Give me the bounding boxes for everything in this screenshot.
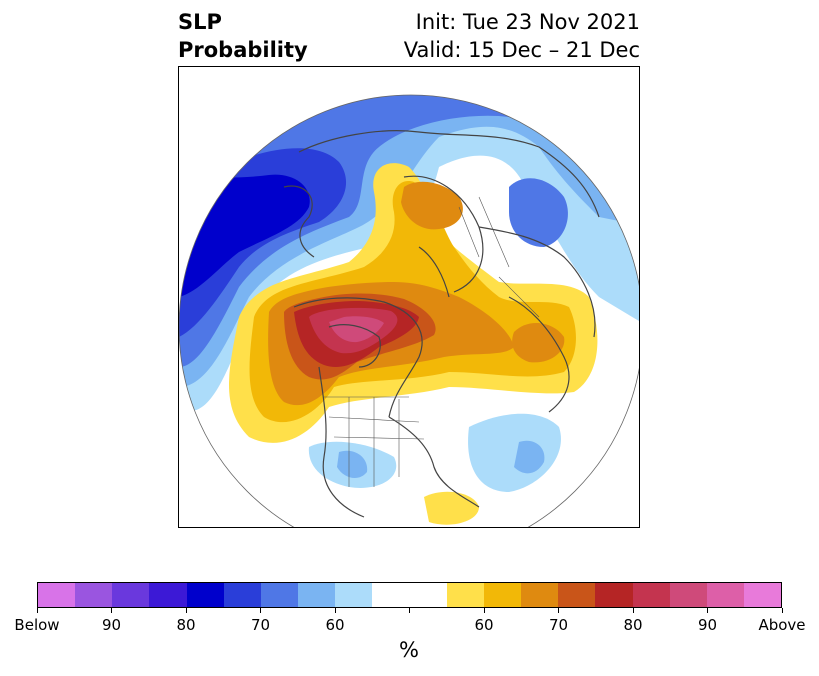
title-variable: SLP: [178, 10, 222, 34]
colorbar-tick-label: 60: [474, 616, 494, 634]
colorbar-segment: [298, 583, 336, 607]
above-region-70-nw: [401, 181, 463, 230]
above-region-caribbean: [424, 491, 479, 525]
chart-dates: Init: Tue 23 Nov 2021 Valid: 15 Dec – 21…: [404, 8, 640, 64]
below-region-siberia: [509, 178, 568, 247]
colorbar-tick-label: 60: [325, 616, 345, 634]
colorbar-segment: [335, 583, 373, 607]
colorbar-tick-label: Above: [758, 616, 806, 634]
above-region-90: [329, 316, 384, 343]
colorbar-segment: [409, 583, 447, 607]
colorbar-tick-label: 80: [176, 616, 196, 634]
valid-date: Valid: 15 Dec – 21 Dec: [403, 38, 640, 62]
polar-map: [178, 66, 640, 528]
colorbar-tick: [409, 608, 410, 613]
coastlines: [283, 130, 600, 518]
title-field: Probability: [178, 38, 308, 62]
colorbar-segment: [112, 583, 150, 607]
colorbar-segment: [149, 583, 187, 607]
colorbar-tick: [260, 608, 261, 613]
colorbar-segment: [186, 583, 224, 607]
colorbar-segment: [38, 583, 76, 607]
colorbar-tick: [707, 608, 708, 613]
colorbar-segment: [75, 583, 113, 607]
colorbar-tick: [781, 608, 783, 613]
colorbar-segment: [669, 583, 707, 607]
colorbar-segment: [446, 583, 484, 607]
colorbar-segment: [558, 583, 596, 607]
colorbar-segment: [223, 583, 261, 607]
colorbar-tick-label: 90: [101, 616, 122, 634]
colorbar-tick: [111, 608, 112, 613]
probability-map: [179, 94, 639, 527]
init-date: Init: Tue 23 Nov 2021: [415, 10, 640, 34]
colorbar-segment: [595, 583, 633, 607]
colorbar-segment: [372, 583, 410, 607]
colorbar-tick: [334, 608, 336, 613]
colorbar-unit-label: %: [399, 638, 419, 662]
colorbar-segment: [632, 583, 670, 607]
borders: [324, 196, 540, 487]
colorbar-tick-label: 90: [697, 616, 718, 634]
colorbar-tick-label: 80: [623, 616, 643, 634]
colorbar: [37, 582, 782, 608]
colorbar-tick: [632, 608, 634, 613]
chart-title: SLP Probability: [178, 8, 308, 64]
colorbar-tick: [36, 608, 38, 613]
colorbar-tick: [558, 608, 559, 613]
colorbar-tick-label: 70: [548, 616, 569, 634]
below-region-na-70: [337, 450, 368, 479]
colorbar-tick-label: 70: [250, 616, 271, 634]
colorbar-segment: [260, 583, 299, 607]
below-region-80: [179, 95, 599, 367]
colorbar-segment: [521, 583, 559, 607]
colorbar-tick: [185, 608, 187, 613]
above-region-70-e: [512, 322, 565, 363]
colorbar-tick: [483, 608, 485, 613]
below-region-atl: [468, 413, 561, 492]
below-region-atl-70: [514, 440, 545, 474]
colorbar-segment: [483, 583, 522, 607]
colorbar-segment: [706, 583, 744, 607]
colorbar-tick-label: Below: [14, 616, 60, 634]
globe-outline: [179, 94, 639, 527]
colorbar-segment: [743, 583, 782, 607]
